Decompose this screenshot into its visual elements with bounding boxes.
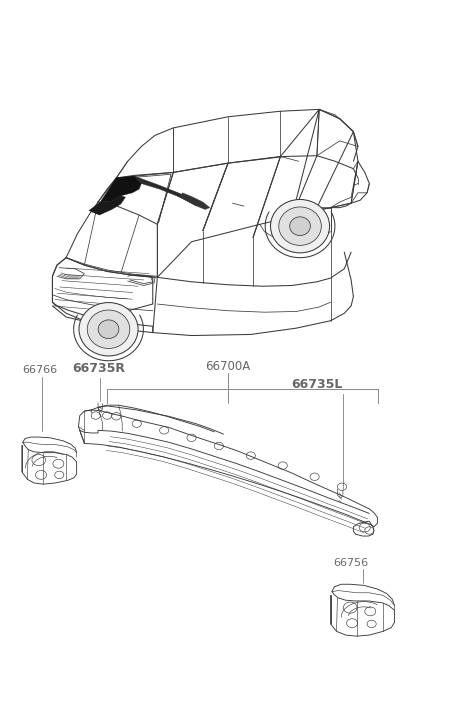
- Polygon shape: [180, 193, 209, 209]
- Ellipse shape: [79, 302, 138, 356]
- Polygon shape: [134, 176, 196, 206]
- Ellipse shape: [270, 199, 329, 253]
- Polygon shape: [89, 196, 125, 215]
- Text: 66700A: 66700A: [205, 360, 250, 373]
- Text: 66735R: 66735R: [72, 362, 125, 375]
- Ellipse shape: [87, 310, 130, 348]
- Ellipse shape: [98, 320, 119, 339]
- Ellipse shape: [278, 207, 321, 246]
- Text: 66735L: 66735L: [290, 379, 342, 391]
- Ellipse shape: [289, 217, 310, 236]
- Polygon shape: [100, 176, 141, 202]
- Text: 66766: 66766: [22, 365, 57, 375]
- Text: 66756: 66756: [332, 558, 367, 569]
